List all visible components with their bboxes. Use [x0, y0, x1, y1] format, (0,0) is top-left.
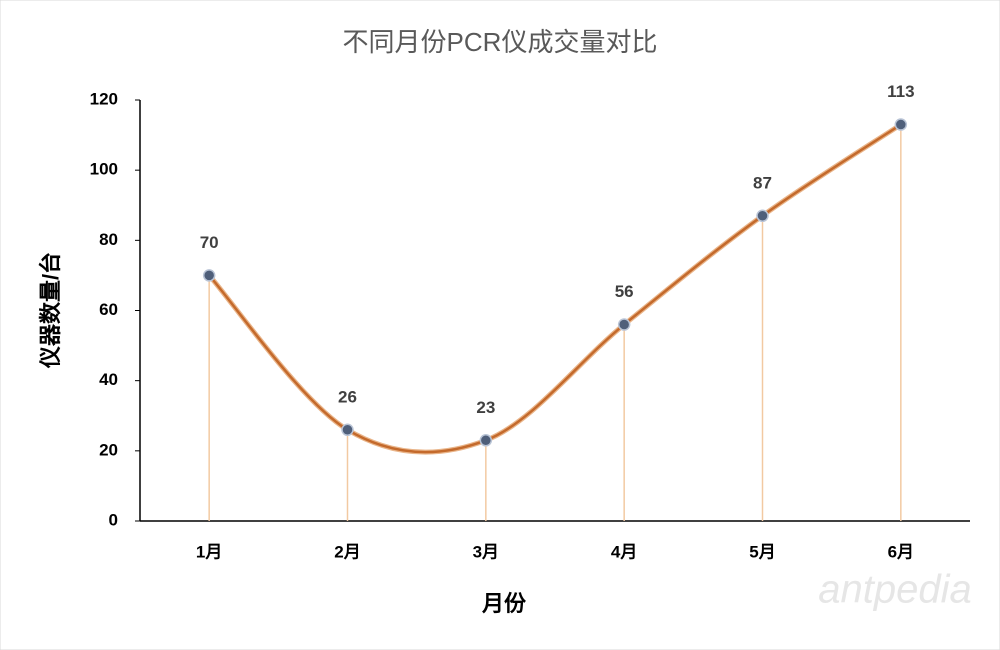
x-tick-label: 5月: [749, 542, 775, 561]
x-tick-label: 3月: [473, 542, 499, 561]
marker: [202, 269, 216, 282]
data-label: 26: [338, 387, 357, 406]
line: [208, 123, 902, 454]
y-tick-label: 20: [99, 440, 118, 459]
marker: [894, 118, 908, 131]
x-tick-label: 1月: [196, 542, 222, 561]
data-label: 70: [200, 233, 219, 252]
watermark: antpedia: [818, 568, 971, 612]
data-label: 56: [615, 282, 634, 301]
y-tick-label: 60: [99, 300, 118, 319]
x-axis-label: 月份: [481, 591, 527, 616]
y-tick-label: 0: [109, 510, 118, 529]
y-tick-label: 100: [90, 160, 118, 179]
data-label: 23: [476, 398, 495, 417]
chart-title: 不同月份PCR仪成交量对比: [343, 27, 658, 57]
marker: [479, 434, 493, 447]
marker: [617, 318, 631, 331]
x-tick-label: 2月: [334, 542, 360, 561]
y-axis-label: 仪器数量/台: [38, 252, 63, 369]
data-label: 87: [753, 173, 772, 192]
x-tick-label: 6月: [888, 542, 914, 561]
marker: [756, 209, 769, 223]
x-tick-label: 4月: [611, 542, 637, 561]
y-tick-label: 80: [99, 230, 118, 249]
marker: [341, 423, 354, 437]
data-label: 113: [887, 82, 914, 101]
y-tick-label: 40: [99, 370, 118, 389]
y-tick-label: 120: [90, 89, 118, 108]
